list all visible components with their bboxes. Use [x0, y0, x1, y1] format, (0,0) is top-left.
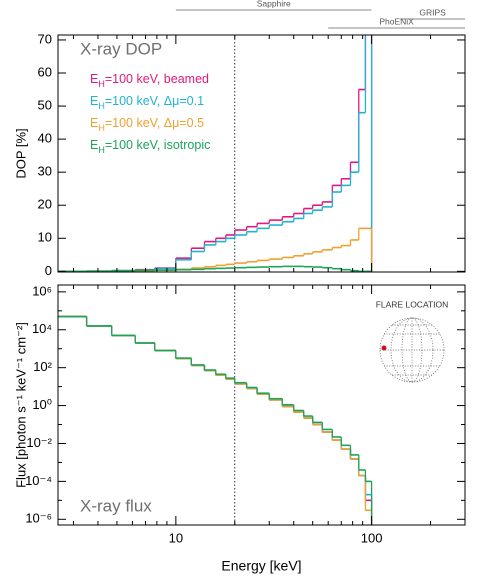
step-connector [85, 316, 373, 525]
y-tick-label: 30 [38, 164, 52, 179]
y-tick-label: 70 [38, 31, 52, 46]
step-connector [85, 316, 373, 525]
plot-area [58, 35, 373, 272]
legend-entry: EH=100 keV, Δμ=0.1 [90, 94, 204, 111]
y-tick-label: 0 [45, 263, 52, 278]
instrument-label: PhoENiX [379, 16, 414, 26]
step-connector [85, 316, 373, 525]
y-tick-label: 10⁻⁴ [25, 473, 52, 488]
legend-entry: EH=100 keV, isotropic [90, 138, 210, 155]
y-axis-label: Flux [photon s⁻¹ keV⁻¹ cm⁻²] [13, 322, 28, 488]
y-tick-label: 10⁻⁶ [25, 511, 52, 526]
plot-frame [57, 284, 466, 526]
flare-marker [381, 345, 387, 351]
step-connector [85, 316, 373, 525]
y-tick-label: 10² [33, 359, 52, 374]
panel-title: X-ray flux [80, 496, 152, 515]
y-tick-label: 10 [38, 230, 52, 245]
x-axis-label: Energy [keV] [221, 558, 301, 574]
y-tick-label: 10⁻² [26, 435, 52, 450]
legend-entry: EH=100 keV, beamed [90, 72, 209, 89]
instrument-label: GRIPS [419, 7, 446, 17]
plot-frame [57, 34, 466, 273]
y-tick-label: 60 [38, 64, 52, 79]
legend-entry: EH=100 keV, Δμ=0.5 [90, 116, 204, 133]
y-tick-label: 20 [38, 197, 52, 212]
y-tick-label: 10⁰ [32, 397, 52, 412]
x-tick-label: 10 [169, 530, 183, 545]
flare-globe [379, 317, 445, 383]
y-tick-label: 10⁶ [32, 283, 52, 298]
y-tick-label: 10⁴ [32, 321, 52, 336]
y-tick-label: 50 [38, 98, 52, 113]
y-tick-label: 40 [38, 131, 52, 146]
plot-area [58, 285, 373, 525]
panel-title: X-ray DOP [80, 39, 162, 58]
y-axis-label: DOP [%] [13, 128, 28, 178]
x-tick-label: 100 [361, 530, 383, 545]
instrument-label: Sapphire [257, 0, 291, 8]
inset-title: FLARE LOCATION [376, 299, 449, 309]
